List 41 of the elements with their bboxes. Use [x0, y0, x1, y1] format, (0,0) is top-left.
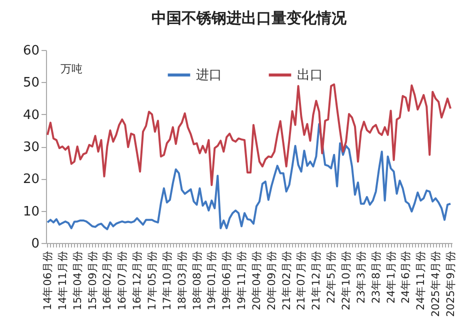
x-tick-label: 23年3月份 [355, 250, 368, 304]
x-tick-label: 2025年4月份 [430, 250, 442, 317]
x-tick-label: 20年04月份 [250, 250, 263, 310]
line-series [46, 83, 452, 186]
x-tick-label: 19年06月份 [221, 250, 234, 310]
y-tick-label: 30 [22, 140, 40, 155]
x-tick-label: 20年09月份 [266, 250, 278, 310]
x-tick-label: 15年04月份 [72, 250, 84, 310]
x-tick-label: 21年12月份 [310, 250, 323, 310]
y-tick-label: 60 [22, 44, 40, 58]
x-tick-label: 18年08月份 [191, 250, 204, 310]
y-tick-label: 50 [22, 76, 40, 91]
x-tick-label: 15年09月份 [86, 250, 99, 310]
x-tick-label: 16年12月份 [132, 250, 144, 310]
x-tick-label: 22年10月份 [340, 250, 353, 310]
x-tick-label: 17年10月份 [161, 250, 174, 310]
x-tick-label: 23年8月份 [370, 250, 382, 304]
x-tick-label: 14年06月份 [42, 250, 54, 310]
y-tick-label: 20 [22, 172, 40, 188]
y-tick-label: 10 [22, 204, 40, 220]
chart-title: 中国不锈钢进出口量变化情况 [152, 9, 348, 27]
x-tick-label: 2025年9月份 [445, 250, 458, 317]
legend-label: 出口 [297, 68, 323, 83]
x-tick-label: 17年05月份 [146, 250, 158, 310]
x-tick-label: 19年11月份 [236, 250, 248, 310]
x-tick-label: 24年6月份 [400, 250, 412, 304]
x-tick-label: 14年11月份 [56, 250, 69, 310]
y-axis-title: 万吨 [60, 62, 82, 76]
x-tick-label: 16年02月份 [102, 250, 114, 310]
x-tick-label: 22年5月份 [326, 250, 338, 304]
x-tick-label: 21年02月份 [280, 250, 293, 310]
x-tick-label: 24年11月份 [415, 250, 428, 310]
y-tick-label: 0 [31, 236, 40, 252]
x-tick-label: 18年03月份 [176, 250, 188, 310]
x-tick-label: 19年01月份 [206, 250, 218, 310]
y-tick-label: 40 [22, 108, 40, 123]
x-tick-label: 16年07月份 [116, 250, 129, 310]
x-tick-label: 24年1月份 [385, 250, 398, 304]
line-series [46, 122, 452, 230]
x-tick-label: 21年07月份 [296, 250, 308, 310]
legend-label: 进口 [196, 68, 222, 83]
